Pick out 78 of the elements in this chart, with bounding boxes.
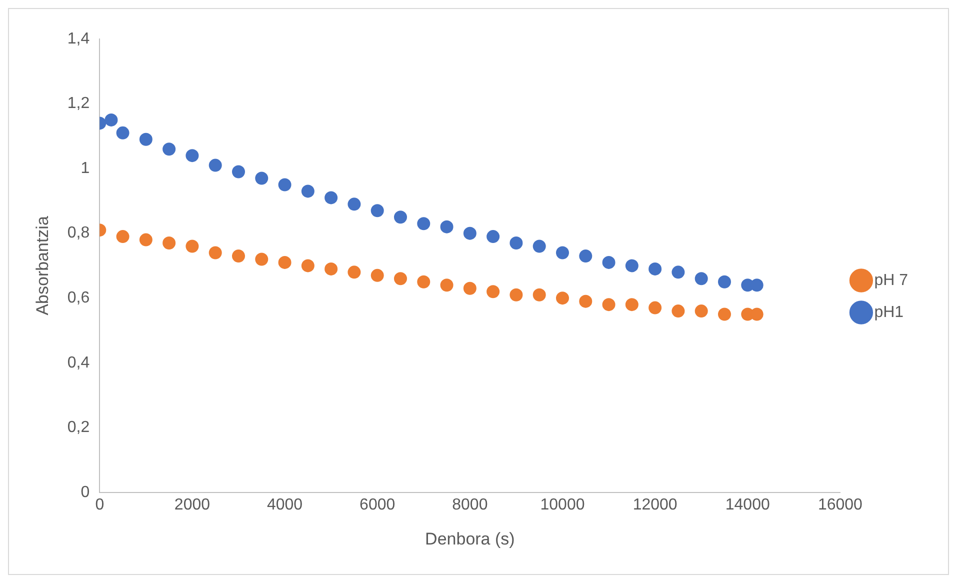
point bbox=[556, 246, 569, 260]
point bbox=[370, 268, 384, 282]
x-tick-label: 2000 bbox=[174, 496, 210, 514]
point bbox=[579, 294, 592, 308]
point bbox=[104, 113, 118, 126]
x-axis-title: Denbora (s) bbox=[425, 529, 515, 548]
y-tick-label: 0,6 bbox=[67, 289, 90, 306]
x-tick-label: 8000 bbox=[452, 496, 488, 514]
point bbox=[348, 198, 361, 211]
point bbox=[532, 288, 546, 302]
point bbox=[278, 178, 292, 192]
point bbox=[301, 184, 314, 198]
point bbox=[625, 259, 638, 272]
point bbox=[370, 204, 384, 218]
point bbox=[139, 233, 152, 246]
point bbox=[486, 230, 500, 244]
point bbox=[648, 262, 662, 276]
point bbox=[324, 191, 338, 204]
point bbox=[602, 256, 616, 269]
legend-label: pH 7 bbox=[874, 272, 908, 289]
y-tick-label: 0 bbox=[80, 484, 90, 501]
point bbox=[718, 308, 731, 321]
point bbox=[162, 142, 176, 156]
x-tick-label: 12000 bbox=[632, 496, 678, 514]
point bbox=[440, 220, 454, 234]
point bbox=[417, 217, 430, 230]
y-axis-title: Absorbantzia bbox=[32, 216, 52, 316]
point bbox=[556, 292, 569, 305]
y-tick-label: 0,4 bbox=[67, 354, 90, 372]
point bbox=[208, 246, 222, 260]
point bbox=[694, 304, 708, 318]
point bbox=[694, 272, 708, 286]
point bbox=[417, 275, 430, 288]
point bbox=[602, 298, 616, 312]
point bbox=[532, 240, 546, 253]
y-tick-label: 1 bbox=[80, 160, 90, 177]
point bbox=[440, 278, 454, 292]
point bbox=[463, 282, 476, 295]
y-tick-label: 1,4 bbox=[67, 30, 90, 48]
point bbox=[208, 158, 222, 172]
point bbox=[186, 149, 199, 162]
point bbox=[579, 249, 592, 262]
point bbox=[510, 236, 523, 250]
point bbox=[186, 240, 199, 253]
x-tick-label: 0 bbox=[95, 496, 104, 514]
x-tick-label: 4000 bbox=[266, 496, 303, 514]
point bbox=[648, 301, 662, 314]
point bbox=[301, 259, 314, 272]
x-tick-label: 16000 bbox=[818, 496, 863, 514]
point bbox=[255, 252, 268, 266]
point bbox=[278, 256, 292, 269]
point bbox=[162, 236, 176, 250]
point bbox=[394, 272, 407, 286]
point bbox=[718, 275, 731, 288]
point bbox=[672, 266, 685, 279]
point bbox=[394, 210, 407, 224]
x-tick-label: 10000 bbox=[540, 496, 585, 514]
y-tick-label: 0,2 bbox=[67, 419, 90, 436]
point bbox=[750, 278, 764, 292]
x-tick-label: 14000 bbox=[725, 496, 770, 514]
x-tick-label: 6000 bbox=[360, 496, 396, 514]
point bbox=[255, 172, 268, 185]
point bbox=[232, 249, 245, 262]
point bbox=[463, 226, 476, 240]
y-tick-label: 1,2 bbox=[67, 95, 90, 112]
point bbox=[116, 126, 130, 140]
point bbox=[510, 288, 523, 302]
point bbox=[672, 304, 685, 318]
point bbox=[486, 285, 500, 298]
point bbox=[324, 262, 338, 276]
point bbox=[116, 230, 130, 244]
point bbox=[139, 132, 152, 146]
legend-label: pH1 bbox=[874, 304, 904, 321]
point bbox=[348, 266, 361, 279]
point bbox=[232, 165, 245, 178]
point bbox=[750, 308, 764, 321]
y-tick-label: 0,8 bbox=[67, 224, 90, 242]
point bbox=[625, 298, 638, 312]
